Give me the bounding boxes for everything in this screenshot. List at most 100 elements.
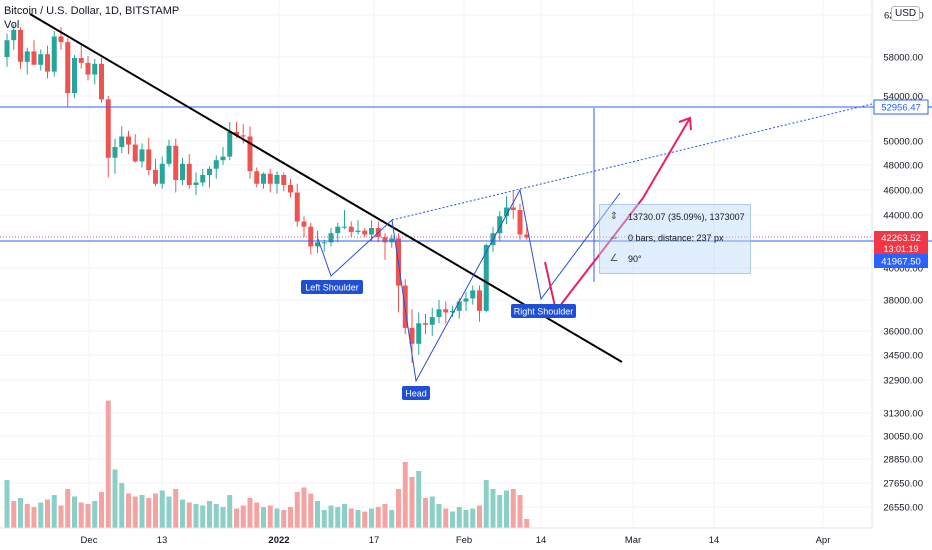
candle-body [153,170,158,184]
candle-body [524,234,530,238]
price-tick-label: 54000.00 [883,92,923,103]
candle-body [132,144,138,162]
candle-body [159,163,165,184]
candle-body [369,228,374,235]
candle-body [78,57,84,63]
volume-bar [31,507,37,528]
volume-bar [524,519,530,528]
price-tick-label: 40000.00 [883,264,923,275]
volume-bar [463,510,469,528]
volume-bar [308,493,314,528]
label-left-shoulder-bg [301,280,363,294]
volume-bar [146,498,152,528]
volume-bar [402,462,408,528]
volume-bar [119,483,125,528]
candle-body [72,57,77,94]
volume-bar [510,489,516,528]
candle-body [281,175,287,185]
volume-bar [166,496,172,528]
label-right-shoulder[interactable]: Right Shoulder [511,304,576,318]
candle-body [45,54,50,72]
candle-body [348,226,354,232]
drawings[interactable]: Left Shoulder Head Right Shoulder [0,13,932,400]
volume-bar [186,502,192,528]
volume-bar [45,499,50,528]
label-head-text: Head [405,389,427,399]
candle-body [166,145,172,164]
resistance-price-text: 52956.47 [881,103,921,114]
candle-body [65,42,71,94]
candle-body [456,301,462,311]
candle-body [470,290,476,299]
candle-body [220,156,226,161]
candle-body [335,226,341,234]
volume-bar [335,507,341,528]
candle-body [31,51,37,65]
volume-bar [477,505,482,528]
candle-body [193,182,199,185]
volume-bar [443,508,449,528]
candle-body [11,29,17,41]
volume-bar [483,480,489,528]
volume-bar [65,489,71,528]
time-tick-label: Apr [816,535,831,546]
price-tick-label: 44000.00 [883,211,923,222]
candle-body [213,160,219,169]
measure-price-change: 13730.07 (35.09%), 1373007 [628,211,745,222]
time-tick-label: 14 [536,535,547,546]
measure-bars-row: ⇔ 0 bars, distance: 237 px [608,232,724,243]
label-left-shoulder-text: Left Shoulder [305,283,359,293]
measure-bars-distance: 0 bars, distance: 237 px [628,232,724,243]
candle-body [450,310,455,313]
angle-icon: ∠ [609,253,619,264]
measure-price-row: ⇕ 13730.07 (35.09%), 1373007 [608,211,745,222]
volume-bar [342,504,347,528]
label-head[interactable]: Head [402,386,430,400]
volume-bar [247,498,253,528]
time-scale[interactable]: Dec 13 2022 17 Feb 14 Mar 14 Apr [0,527,872,546]
volume-bar [220,507,226,528]
candle-body [85,62,91,75]
volume-bar [105,400,111,528]
candle-body [382,237,388,243]
countdown-text: 13:01:19 [883,244,918,254]
volume-bar [497,495,503,528]
volume-bar [153,493,158,528]
label-right-shoulder-bg [511,304,576,318]
candle-body [308,226,314,247]
last-price-text: 42263.52 [881,233,921,244]
candle-body [510,207,516,210]
volume-bar [51,495,57,528]
volume-bar [456,507,462,528]
volume-bar [375,507,381,528]
head-shoulders-pattern[interactable] [317,188,621,383]
measure-angle: 90° [628,253,642,264]
price-scale[interactable]: 58000.00 54000.00 50000.00 48000.00 46000.00… [873,11,929,514]
volume-bar [38,502,44,528]
volume-bar [328,505,334,528]
volume-bar [159,490,165,528]
volume-bar [11,501,17,528]
volume-bar [321,510,327,528]
volume-bar [504,490,509,528]
volume-bar [193,504,199,528]
candle-body [409,327,415,344]
candle-body [497,216,503,234]
candle-body [227,132,233,157]
candle-body [207,168,212,175]
volume-bar [227,495,233,528]
label-right-shoulder-text: Right Shoulder [514,307,574,317]
currency-badge[interactable]: USD [891,6,921,21]
price-tick-label: 46000.00 [883,186,923,197]
candle-body [423,323,428,325]
volume-bar [274,508,280,528]
candle-body [24,51,30,62]
candle-body [119,136,125,147]
label-left-shoulder[interactable]: Left Shoulder [301,280,363,294]
volume-bar [78,502,84,528]
volume-bar [213,504,219,528]
price-tick-label: 36000.00 [883,327,923,338]
volume-bar [288,507,293,528]
volume-bar [85,504,91,528]
